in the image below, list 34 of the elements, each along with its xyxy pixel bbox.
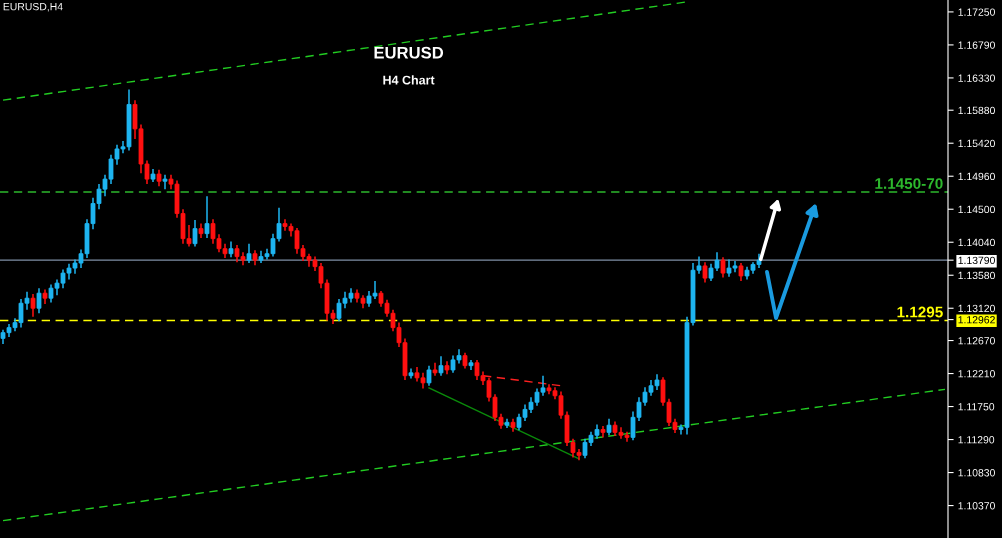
- y-tick-label: 1.15880: [958, 106, 995, 115]
- y-tick-label: 1.10370: [958, 502, 995, 510]
- candlestick: [432, 362, 438, 377]
- y-tick-label: 1.16790: [958, 41, 995, 49]
- y-tick-label: 1.10830: [958, 469, 995, 477]
- candlestick: [204, 195, 210, 239]
- y-tick-label: 1.11750: [958, 403, 995, 411]
- y-tick-label: 1.12962: [958, 316, 995, 324]
- y-tick-label: 1.13790: [958, 256, 995, 265]
- y-tick-label: 1.13580: [958, 271, 995, 280]
- y-tick-label: 1.13120: [958, 304, 995, 313]
- text: H4 Chart: [383, 75, 435, 85]
- candlestick: [30, 293, 36, 318]
- candlestick: [192, 219, 198, 248]
- text: EURUSD: [374, 46, 444, 59]
- candlestick: [438, 355, 444, 377]
- y-tick-label: 1.11290: [958, 436, 995, 444]
- y-tick-label: 1.12210: [958, 370, 995, 378]
- y-tick-label: 1.12670: [958, 337, 995, 345]
- candlestick: [702, 261, 708, 284]
- y-tick-label: 1.17250: [958, 8, 995, 16]
- candlestick: [162, 174, 168, 190]
- candlestick: [36, 287, 42, 315]
- y-tick-label: 1.15420: [958, 139, 995, 148]
- y-tick-label: 1.14500: [958, 205, 995, 214]
- annotation: EURUSD,H4: [3, 2, 63, 12]
- y-tick-label: 1.14040: [958, 238, 995, 247]
- candlestick: [246, 242, 252, 264]
- ref-line-label: 1.1295: [897, 306, 943, 318]
- y-tick-label: 1.14960: [958, 172, 995, 181]
- y-tick-label: 1.16330: [958, 74, 995, 82]
- annotation: 1.1450-70: [875, 178, 943, 189]
- candlestick: [720, 256, 726, 279]
- candlestick: [426, 364, 432, 387]
